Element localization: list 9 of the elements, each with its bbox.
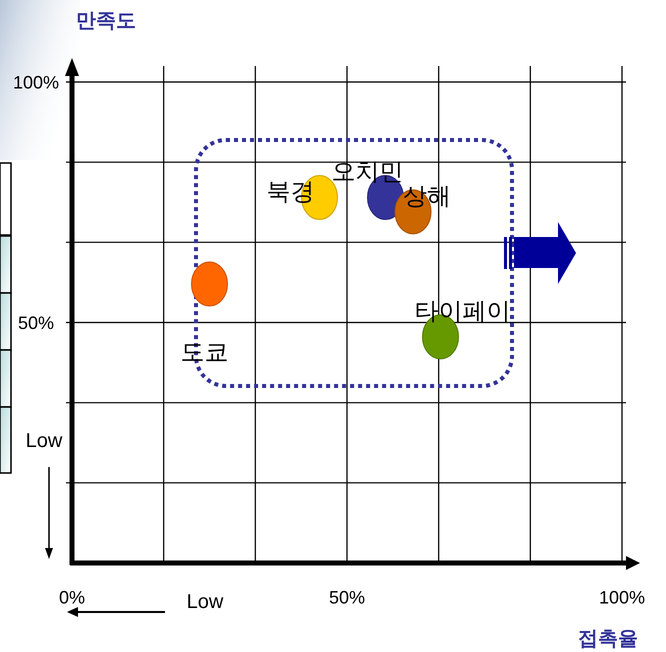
x-axis-title: 접촉율	[578, 628, 638, 650]
x-tick-label: 100%	[598, 587, 646, 608]
text: Low	[186, 591, 224, 613]
text: Low	[26, 430, 63, 452]
point	[191, 262, 228, 307]
x-tick-label: 50%	[328, 587, 366, 608]
y-axis-title: 만족도	[76, 10, 136, 32]
x-tick-label: 0%	[58, 587, 86, 608]
series-label: 도쿄	[180, 339, 228, 366]
